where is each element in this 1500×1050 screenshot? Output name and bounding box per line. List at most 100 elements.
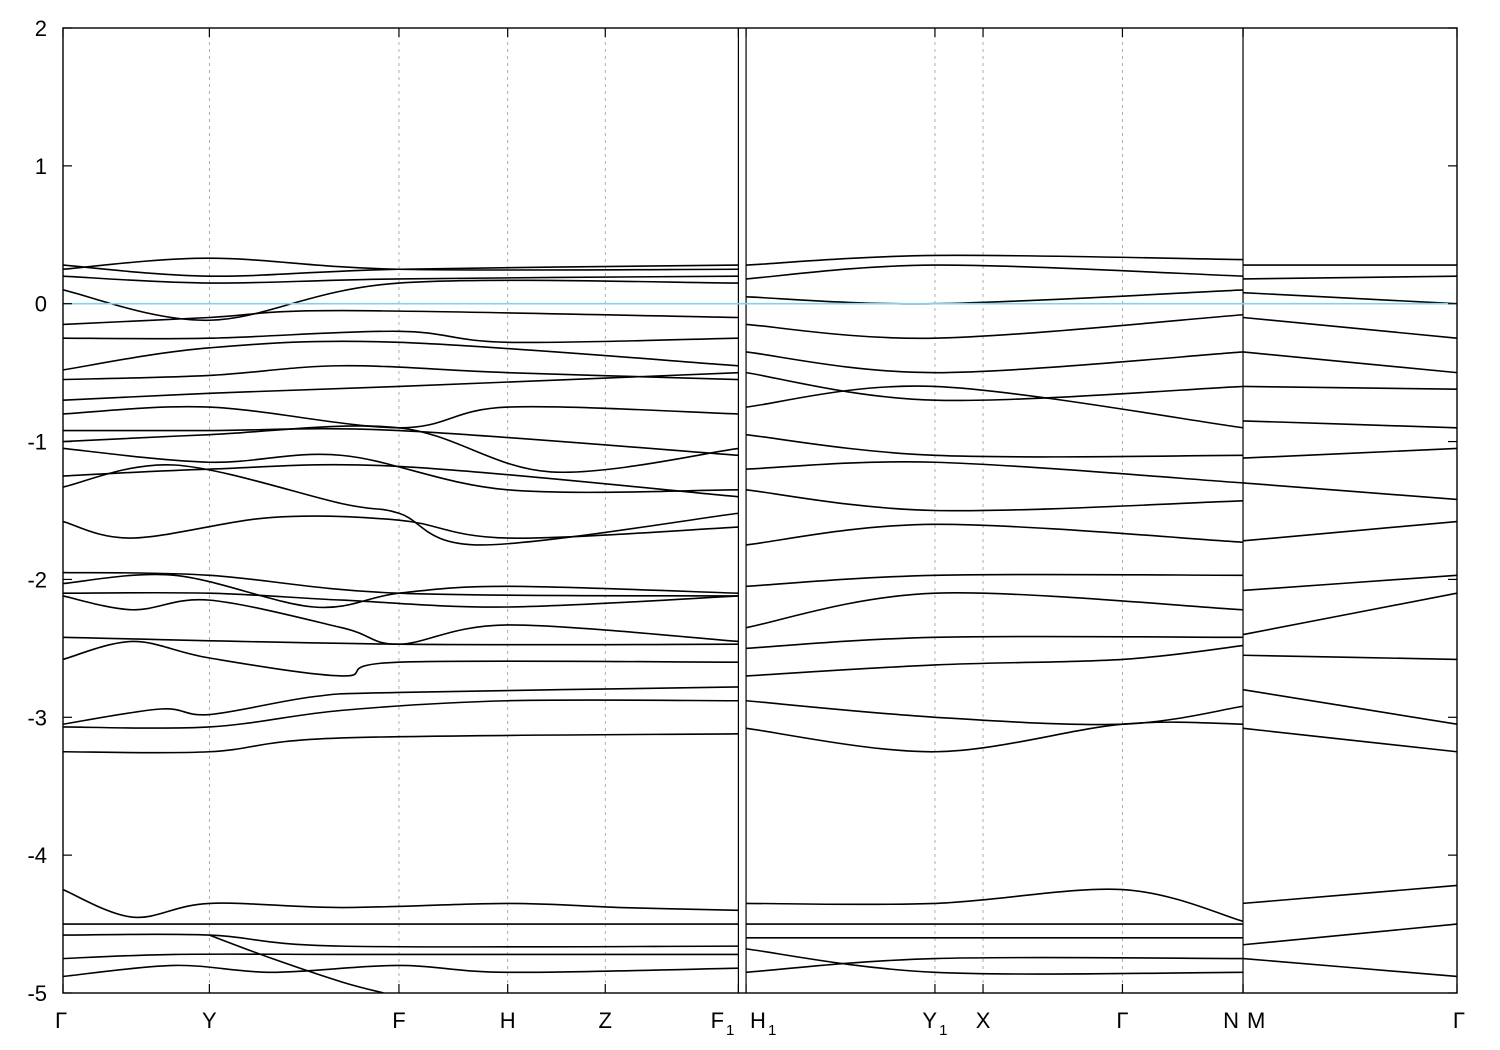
x-tick-label: H	[500, 1008, 516, 1033]
y-tick-label: -4	[27, 843, 47, 868]
band-line-24	[63, 340, 739, 371]
band-line-31	[746, 888, 1244, 923]
band-line-15	[63, 515, 739, 539]
y-tick-label: -3	[27, 705, 47, 730]
band-line-41	[746, 573, 1244, 588]
band-line-21	[63, 405, 739, 429]
band-line-68	[1242, 291, 1457, 305]
band-line-64	[1242, 420, 1457, 429]
x-tick-label: F	[392, 1008, 405, 1033]
x-tick-label: Γ	[1453, 1008, 1465, 1033]
x-tick-group-10: N	[1223, 1008, 1239, 1033]
band-line-20	[63, 427, 739, 457]
x-tick-group-11: M	[1247, 1008, 1265, 1033]
band-line-56	[1242, 727, 1457, 753]
x-tick-label-subscript: 1	[768, 1022, 776, 1039]
band-line-16	[63, 464, 739, 546]
x-tick-label: M	[1247, 1008, 1265, 1033]
band-line-43	[745, 489, 1244, 512]
band-line-23	[63, 364, 739, 381]
band-line-57	[1242, 688, 1457, 725]
y-tick-label: 1	[35, 154, 47, 179]
band-line-37	[745, 699, 1244, 726]
band-line-61	[1242, 520, 1457, 542]
band-line-6	[63, 733, 739, 754]
band-line-29	[63, 257, 739, 271]
band-line-14	[63, 571, 739, 597]
band-line-26	[63, 309, 739, 326]
band-line-66	[1242, 351, 1457, 374]
band-line-22	[63, 371, 739, 402]
band-line-48	[745, 351, 1244, 374]
band-line-60	[1242, 574, 1457, 592]
x-tick-group-8: X	[976, 1008, 991, 1033]
bands-layer	[63, 254, 1457, 993]
x-tick-label: X	[976, 1008, 991, 1033]
y-tick-label: -5	[27, 981, 47, 1006]
band-line-36	[745, 721, 1244, 753]
x-tick-label: Γ	[55, 1008, 67, 1033]
x-tick-label-subscript: 1	[939, 1022, 947, 1039]
band-line-13	[63, 573, 739, 609]
band-line-28	[63, 275, 739, 284]
x-tick-group-0: Γ	[55, 1008, 67, 1033]
axes-layer	[62, 27, 1458, 994]
band-line-25	[63, 330, 739, 344]
y-tick-label: -2	[27, 567, 47, 592]
band-line-30	[63, 264, 739, 277]
y-tick-label: 2	[35, 16, 47, 41]
band-line-39	[746, 635, 1244, 650]
band-line-5	[209, 934, 384, 993]
band-line-9	[63, 640, 739, 677]
band-line-49	[746, 313, 1244, 340]
band-line-18	[63, 447, 739, 494]
band-line-63	[1242, 447, 1457, 459]
band-line-53	[1242, 884, 1457, 905]
plot-frame	[62, 27, 1458, 994]
band-line-47	[745, 371, 1244, 402]
band-line-38	[746, 644, 1244, 677]
band-line-8	[63, 686, 739, 725]
band-line-34	[746, 956, 1244, 974]
x-tick-label: N	[1223, 1008, 1239, 1033]
band-line-58	[1243, 654, 1457, 661]
band-line-52	[746, 254, 1244, 266]
y-tick-label: -1	[27, 430, 47, 455]
band-line-59	[1242, 592, 1457, 636]
x-tick-label: Y	[202, 1008, 217, 1033]
band-line-46	[745, 385, 1244, 429]
grid-layer	[208, 28, 1244, 993]
band-line-27	[63, 279, 739, 322]
band-line-7	[63, 699, 739, 729]
x-tick-group-1: Y	[202, 1008, 217, 1033]
band-line-0	[63, 888, 739, 919]
band-line-35	[745, 948, 1244, 975]
x-tick-group-12: Γ	[1453, 1008, 1465, 1033]
band-line-51	[746, 264, 1244, 280]
band-line-65	[1243, 385, 1457, 390]
band-line-45	[745, 433, 1244, 458]
band-line-4	[63, 964, 739, 978]
band-line-17	[63, 463, 739, 498]
band-line-3	[63, 953, 739, 960]
x-tick-group-2: F	[392, 1008, 405, 1033]
band-line-2	[63, 933, 739, 948]
x-tick-group-4: Z	[599, 1008, 612, 1033]
band-line-67	[1242, 316, 1457, 339]
band-line-62	[1242, 482, 1457, 501]
band-line-12	[63, 591, 739, 608]
band-line-44	[746, 461, 1244, 484]
y-tick-label: 0	[35, 292, 47, 317]
band-line-11	[63, 595, 739, 646]
band-line-54	[1242, 923, 1457, 946]
x-tick-label: Γ	[1116, 1008, 1128, 1033]
x-tick-label: Z	[599, 1008, 612, 1033]
band-line-69	[1243, 275, 1457, 280]
x-tick-label-subscript: 1	[726, 1022, 734, 1039]
x-tick-group-3: H	[500, 1008, 516, 1033]
x-tick-group-9: Γ	[1116, 1008, 1128, 1033]
band-line-42	[745, 523, 1244, 546]
